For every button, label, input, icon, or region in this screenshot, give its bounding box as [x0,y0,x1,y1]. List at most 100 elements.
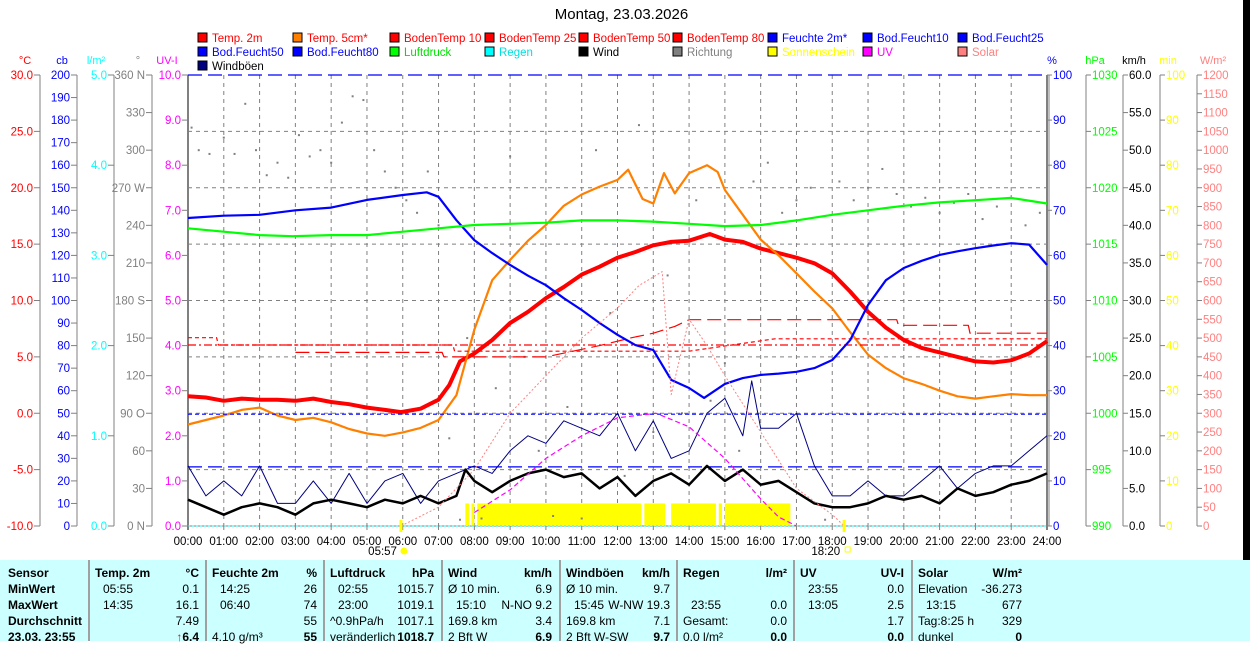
axis-tick-label: 15.0 [11,239,33,251]
axis-tick-label: 1.0 [91,431,107,443]
axis-tick-label: 10 [1166,476,1179,488]
axis-tick-label: 20 [1166,431,1179,443]
axis-tick-label: 60 [57,386,70,398]
table-cell: 7.49 [175,614,199,628]
x-tick-label: 03:00 [281,536,310,548]
table-column: UV UV-I 23:55 0.0 13:05 2.5 1.7 0.0 [800,565,904,645]
legend-label: Windböen [212,61,264,73]
series-temp-5cm- [187,164,1047,437]
table-cell: 0.0 [887,582,904,596]
axis-tick-label: 10.0 [1129,446,1151,458]
column-header: Regen [683,566,720,580]
series-feuchte-2m- [187,191,1048,399]
table-cell: 2 Bft W-SW [566,630,629,644]
axis-tick-label: 140 [51,205,70,217]
direction-point [738,449,741,452]
legend-label: Bod.Feucht10 [877,33,949,45]
column-header: UV [800,566,817,580]
table-column: Temp. 2m °C 05:55 0.1 14:35 16.1 7.49 ↑6.4 [95,565,199,645]
axis-tick-label: 5.0 [1129,483,1145,495]
column-separator [559,560,561,641]
axis-tick-label: 130 [51,228,70,240]
axis-tick-label: 150 [126,333,145,345]
direction-point [340,121,343,124]
table-cell: ^0.9hPa/h [330,614,384,628]
x-tick-label: 20:00 [889,536,918,548]
axis-tick-label: 750 [1203,239,1222,251]
direction-point [287,176,290,179]
axis-tick-label: 100 [1053,70,1072,82]
direction-point [709,399,712,402]
legend-label: UV [877,47,893,59]
table-cell: 4.10 g/m³ [212,630,263,644]
direction-point [909,205,912,208]
axis-tick-label: 1030 [1092,70,1118,82]
axis-tick-label: 60 [1166,250,1179,262]
table-cell: 13:15 [926,598,957,612]
table-column: Wind km/h Ø 10 min. 6.9 15:10 N-NO 9.2 169.8 k… [448,565,552,645]
axis-tick-label: 240 [126,220,145,232]
direction-point [723,362,726,365]
table-cell: 0.0 [770,630,787,644]
axis-tick-label: 1000 [1203,145,1229,157]
direction-point [680,412,683,415]
weather-chart: °C -10.0 -5.0 0.0 5.0 10.0 15.0 20.0 25.0 30.0 cb 0… [7,32,1229,558]
direction-point [552,514,555,517]
axis-tick-label: 10 [57,498,70,510]
direction-point [255,149,258,152]
direction-point [938,211,941,214]
series-bodentemp-25 [188,337,1047,352]
axis-tick-label: 0 N [127,521,145,533]
axis-tick-label: 190 [51,93,70,105]
axis-tick-label: 0 [1203,521,1209,533]
x-tick-label: 13:00 [639,536,668,548]
axis-tick-label: 3.0 [165,386,181,398]
axis-tick-label: 120 [126,371,145,383]
column-header: Feuchte 2m [212,566,279,580]
table-cell: MinWert [8,582,56,596]
series-uv [473,412,797,527]
table-cell: 677 [1001,598,1022,612]
direction-point [197,149,200,152]
axis-tick-label: 250 [1203,427,1222,439]
table-cell: 1019.1 [397,598,434,612]
x-tick-label: 22:00 [961,536,990,548]
axis-unit-temp: °C [19,55,31,67]
axis-tick-label: 45.0 [1129,183,1151,195]
table-cell: -36.273 [981,582,1022,596]
column-header: Temp. 2m [95,566,151,580]
table-cell: 0.0 [770,614,787,628]
axis-tick-label: 0 [1166,521,1172,533]
series-solar [400,271,845,527]
axis-tick-label: 20 [1053,431,1066,443]
column-unit: W/m² [992,566,1022,580]
table-cell: 0.0 [887,630,904,644]
table-cell: 74 [303,598,317,612]
axis-tick-label: 30 [1053,386,1066,398]
direction-point [480,517,483,520]
table-column: Windböen km/h Ø 10 min. 9.7 15:45 W-NW 19.3 16… [566,565,670,645]
table-cell: ↑6.4 [176,629,199,645]
axis-tick-label: 270 W [112,183,145,195]
table-cell: 3.4 [535,614,552,628]
axis-tick-label: 1005 [1092,352,1118,364]
direction-point [233,152,236,155]
x-tick-label: 14:00 [675,536,704,548]
column-header: Wind [448,566,478,580]
axis-tick-label: 950 [1203,164,1222,176]
axis-tick-label: 90 [57,318,70,330]
axis-tick-label: 60 [132,446,145,458]
legend-swatch [767,32,778,43]
legend-label: Solar [972,47,999,59]
column-separator [793,560,795,641]
axis-tick-label: 160 [51,160,70,172]
axis-tick-label: 7.0 [165,205,181,217]
sunshine-bar [718,503,723,526]
axis-tick-label: 300 [126,145,145,157]
legend-label: Richtung [687,47,732,59]
axis-tick-label: 80 [57,341,70,353]
x-tick-label: 17:00 [782,536,811,548]
axis-unit-wind: km/h [1122,55,1146,67]
table-cell: Durchschnitt [8,614,83,628]
axis-tick-label: 60 [1053,250,1066,262]
